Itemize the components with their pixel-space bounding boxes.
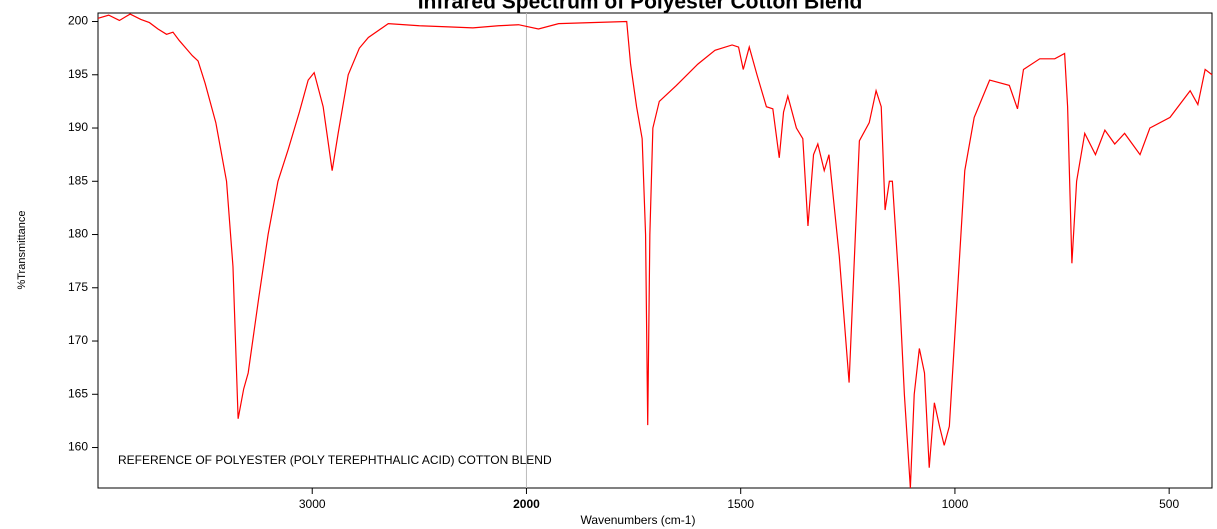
y-tick-label: 170 xyxy=(68,333,88,347)
annotation: REFERENCE OF POLYESTER (POLY TEREPHTHALI… xyxy=(118,453,552,467)
y-tick-label: 180 xyxy=(68,227,88,241)
chart-title: Infrared Spectrum of Polyester Cotton Bl… xyxy=(418,0,863,14)
y-tick-label: 185 xyxy=(68,173,88,187)
y-axis-label: %Transmittance xyxy=(16,210,28,289)
x-tick-label: 1500 xyxy=(727,497,754,511)
plot-frame xyxy=(97,12,1213,489)
x-axis-label: Wavenumbers (cm-1) xyxy=(581,513,696,527)
y-tick-label: 200 xyxy=(68,14,88,28)
x-tick-label: 3000 xyxy=(299,497,326,511)
x-tick-label: 2000 xyxy=(513,497,540,511)
y-tick-label: 195 xyxy=(68,67,88,81)
y-tick-label: 190 xyxy=(68,120,88,134)
x-tick-label: 1000 xyxy=(942,497,969,511)
y-tick-label: 160 xyxy=(68,440,88,454)
y-tick-label: 175 xyxy=(68,280,88,294)
spectrum-line xyxy=(97,13,1213,489)
y-tick-label: 165 xyxy=(68,386,88,400)
x-tick-label: 500 xyxy=(1159,497,1179,511)
